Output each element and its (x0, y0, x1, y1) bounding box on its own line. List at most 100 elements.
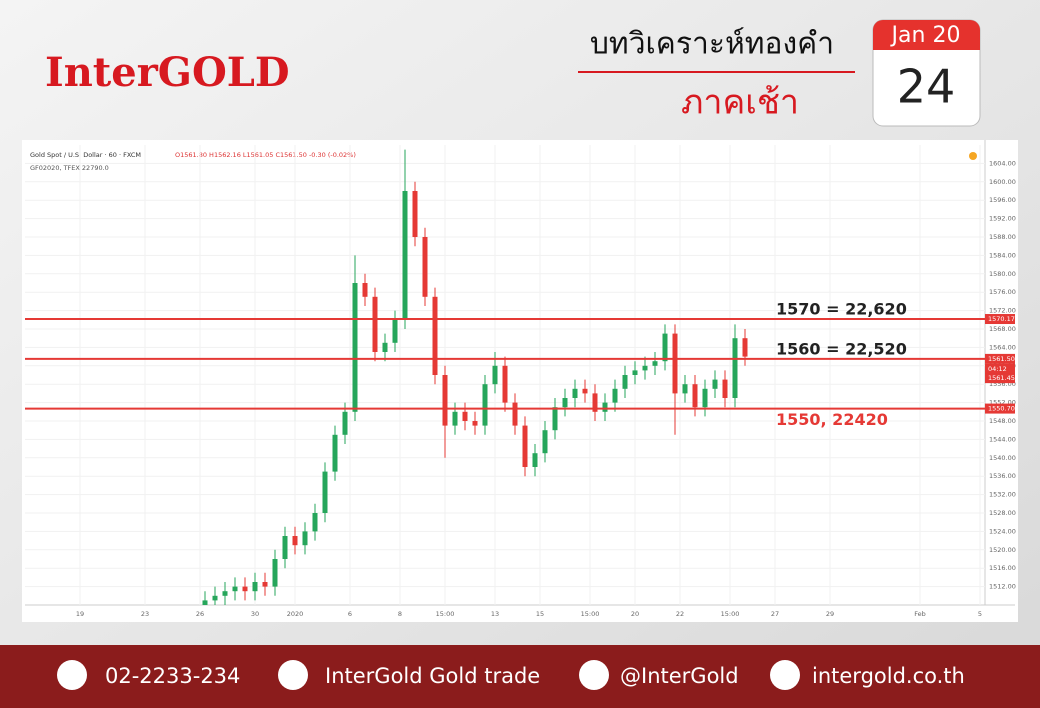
candle-body (512, 402, 518, 426)
candle-body (602, 402, 608, 412)
price-tag-label: 1561.50 (988, 355, 1015, 363)
candle-body (412, 191, 418, 237)
y-tick-label: 1600.00 (989, 178, 1016, 186)
candle-body (582, 388, 588, 394)
candle-body (292, 536, 298, 546)
x-tick-label: 6 (348, 610, 352, 618)
candle-body (722, 379, 728, 398)
candle-body (642, 365, 648, 371)
candle-body (252, 582, 258, 592)
chart-panel (22, 140, 1018, 622)
chart-quote: O1561.80 H1562.16 L1561.05 C1561.50 -0.3… (175, 151, 356, 159)
candle-body (392, 319, 398, 343)
candle-body (332, 434, 338, 472)
calendar-day: 24 (897, 60, 956, 114)
candle-body (542, 430, 548, 454)
candle-body (272, 559, 278, 587)
x-tick-label: 13 (491, 610, 499, 618)
price-tag (985, 314, 1015, 325)
candle-body (372, 296, 378, 352)
price-tag-label: 1570.17 (988, 315, 1015, 323)
candle-body (522, 425, 528, 467)
x-tick-label: 5 (978, 610, 982, 618)
y-tick-label: 1552.00 (989, 399, 1016, 407)
footer (0, 645, 1040, 708)
footer-phone: 02-2233-234 (105, 664, 240, 688)
price-tag (985, 353, 1015, 364)
x-tick-label: Feb (914, 610, 926, 618)
x-tick-label: 15 (536, 610, 544, 618)
candle-body (472, 421, 478, 426)
candle-body (202, 600, 208, 605)
candle-body (552, 407, 558, 431)
candle-body (362, 283, 368, 297)
candle-body (432, 296, 438, 375)
x-tick-label: 8 (398, 610, 402, 618)
x-tick-label: 2020 (287, 610, 304, 618)
x-tick-label: 15:00 (436, 610, 455, 618)
level-note: 1560 = 22,520 (776, 339, 907, 358)
x-tick-label: 27 (771, 610, 779, 618)
x-tick-label: 20 (631, 610, 639, 618)
x-tick-label: 19 (76, 610, 84, 618)
candle-body (652, 361, 658, 366)
y-tick-label: 1576.00 (989, 288, 1016, 296)
candle-body (402, 191, 408, 320)
y-tick-label: 1580.00 (989, 270, 1016, 278)
candle-body (662, 333, 668, 362)
candle-body (532, 453, 538, 467)
level-note: 1550, 22420 (776, 410, 888, 429)
footer-line: @InterGold (620, 664, 739, 688)
candle-body (302, 531, 308, 546)
footer-facebook: InterGold Gold trade (325, 664, 540, 688)
y-tick-label: 1520.00 (989, 546, 1016, 554)
y-tick-label: 1584.00 (989, 251, 1016, 259)
footer-web: intergold.co.th (812, 664, 965, 688)
candle-body (262, 582, 268, 587)
y-tick-label: 1512.00 (989, 583, 1016, 591)
plot (25, 145, 985, 605)
candle-body (672, 333, 678, 394)
y-tick-label: 1604.00 (989, 159, 1016, 167)
price-tag (985, 373, 1015, 384)
x-tick-label: 29 (826, 610, 834, 618)
candle-body (712, 379, 718, 389)
brand: InterGOLD (45, 49, 290, 96)
web-icon (770, 660, 800, 690)
y-tick-label: 1540.00 (989, 454, 1016, 462)
candle-body (572, 388, 578, 398)
candle-body (382, 342, 388, 352)
price-tag-label: 1561.45 (988, 374, 1015, 382)
x-tick-label: 15:00 (721, 610, 740, 618)
chart-title: Gold Spot / U.S. Dollar · 60 · FXCM (30, 151, 141, 159)
candle-body (562, 398, 568, 408)
candle-body (422, 237, 428, 297)
candle-body (452, 411, 458, 426)
candle-body (612, 388, 618, 403)
candle-body (592, 393, 598, 412)
candle-body (222, 591, 228, 596)
candle-body (212, 595, 218, 601)
y-tick-label: 1524.00 (989, 527, 1016, 535)
candle-body (342, 411, 348, 435)
line-icon (579, 660, 609, 690)
candle-body (622, 375, 628, 389)
candle-body (502, 365, 508, 403)
x-tick-label: 22 (676, 610, 684, 618)
countdown: 04:12 (988, 365, 1007, 373)
candle-body (322, 471, 328, 513)
alert-icon (969, 152, 977, 160)
y-tick-label: 1556.00 (989, 380, 1016, 388)
candle-body (442, 375, 448, 426)
y-tick-label: 1528.00 (989, 509, 1016, 517)
y-tick-label: 1548.00 (989, 417, 1016, 425)
x-tick-label: 15:00 (581, 610, 600, 618)
candle-body (682, 384, 688, 394)
y-tick-label: 1596.00 (989, 196, 1016, 204)
header-subtitle: ภาคเช้า (681, 83, 799, 123)
price-tag-label: 1550.70 (988, 405, 1015, 413)
candle-body (232, 586, 238, 592)
y-tick-label: 1568.00 (989, 325, 1016, 333)
countdown-tag (985, 363, 1015, 374)
